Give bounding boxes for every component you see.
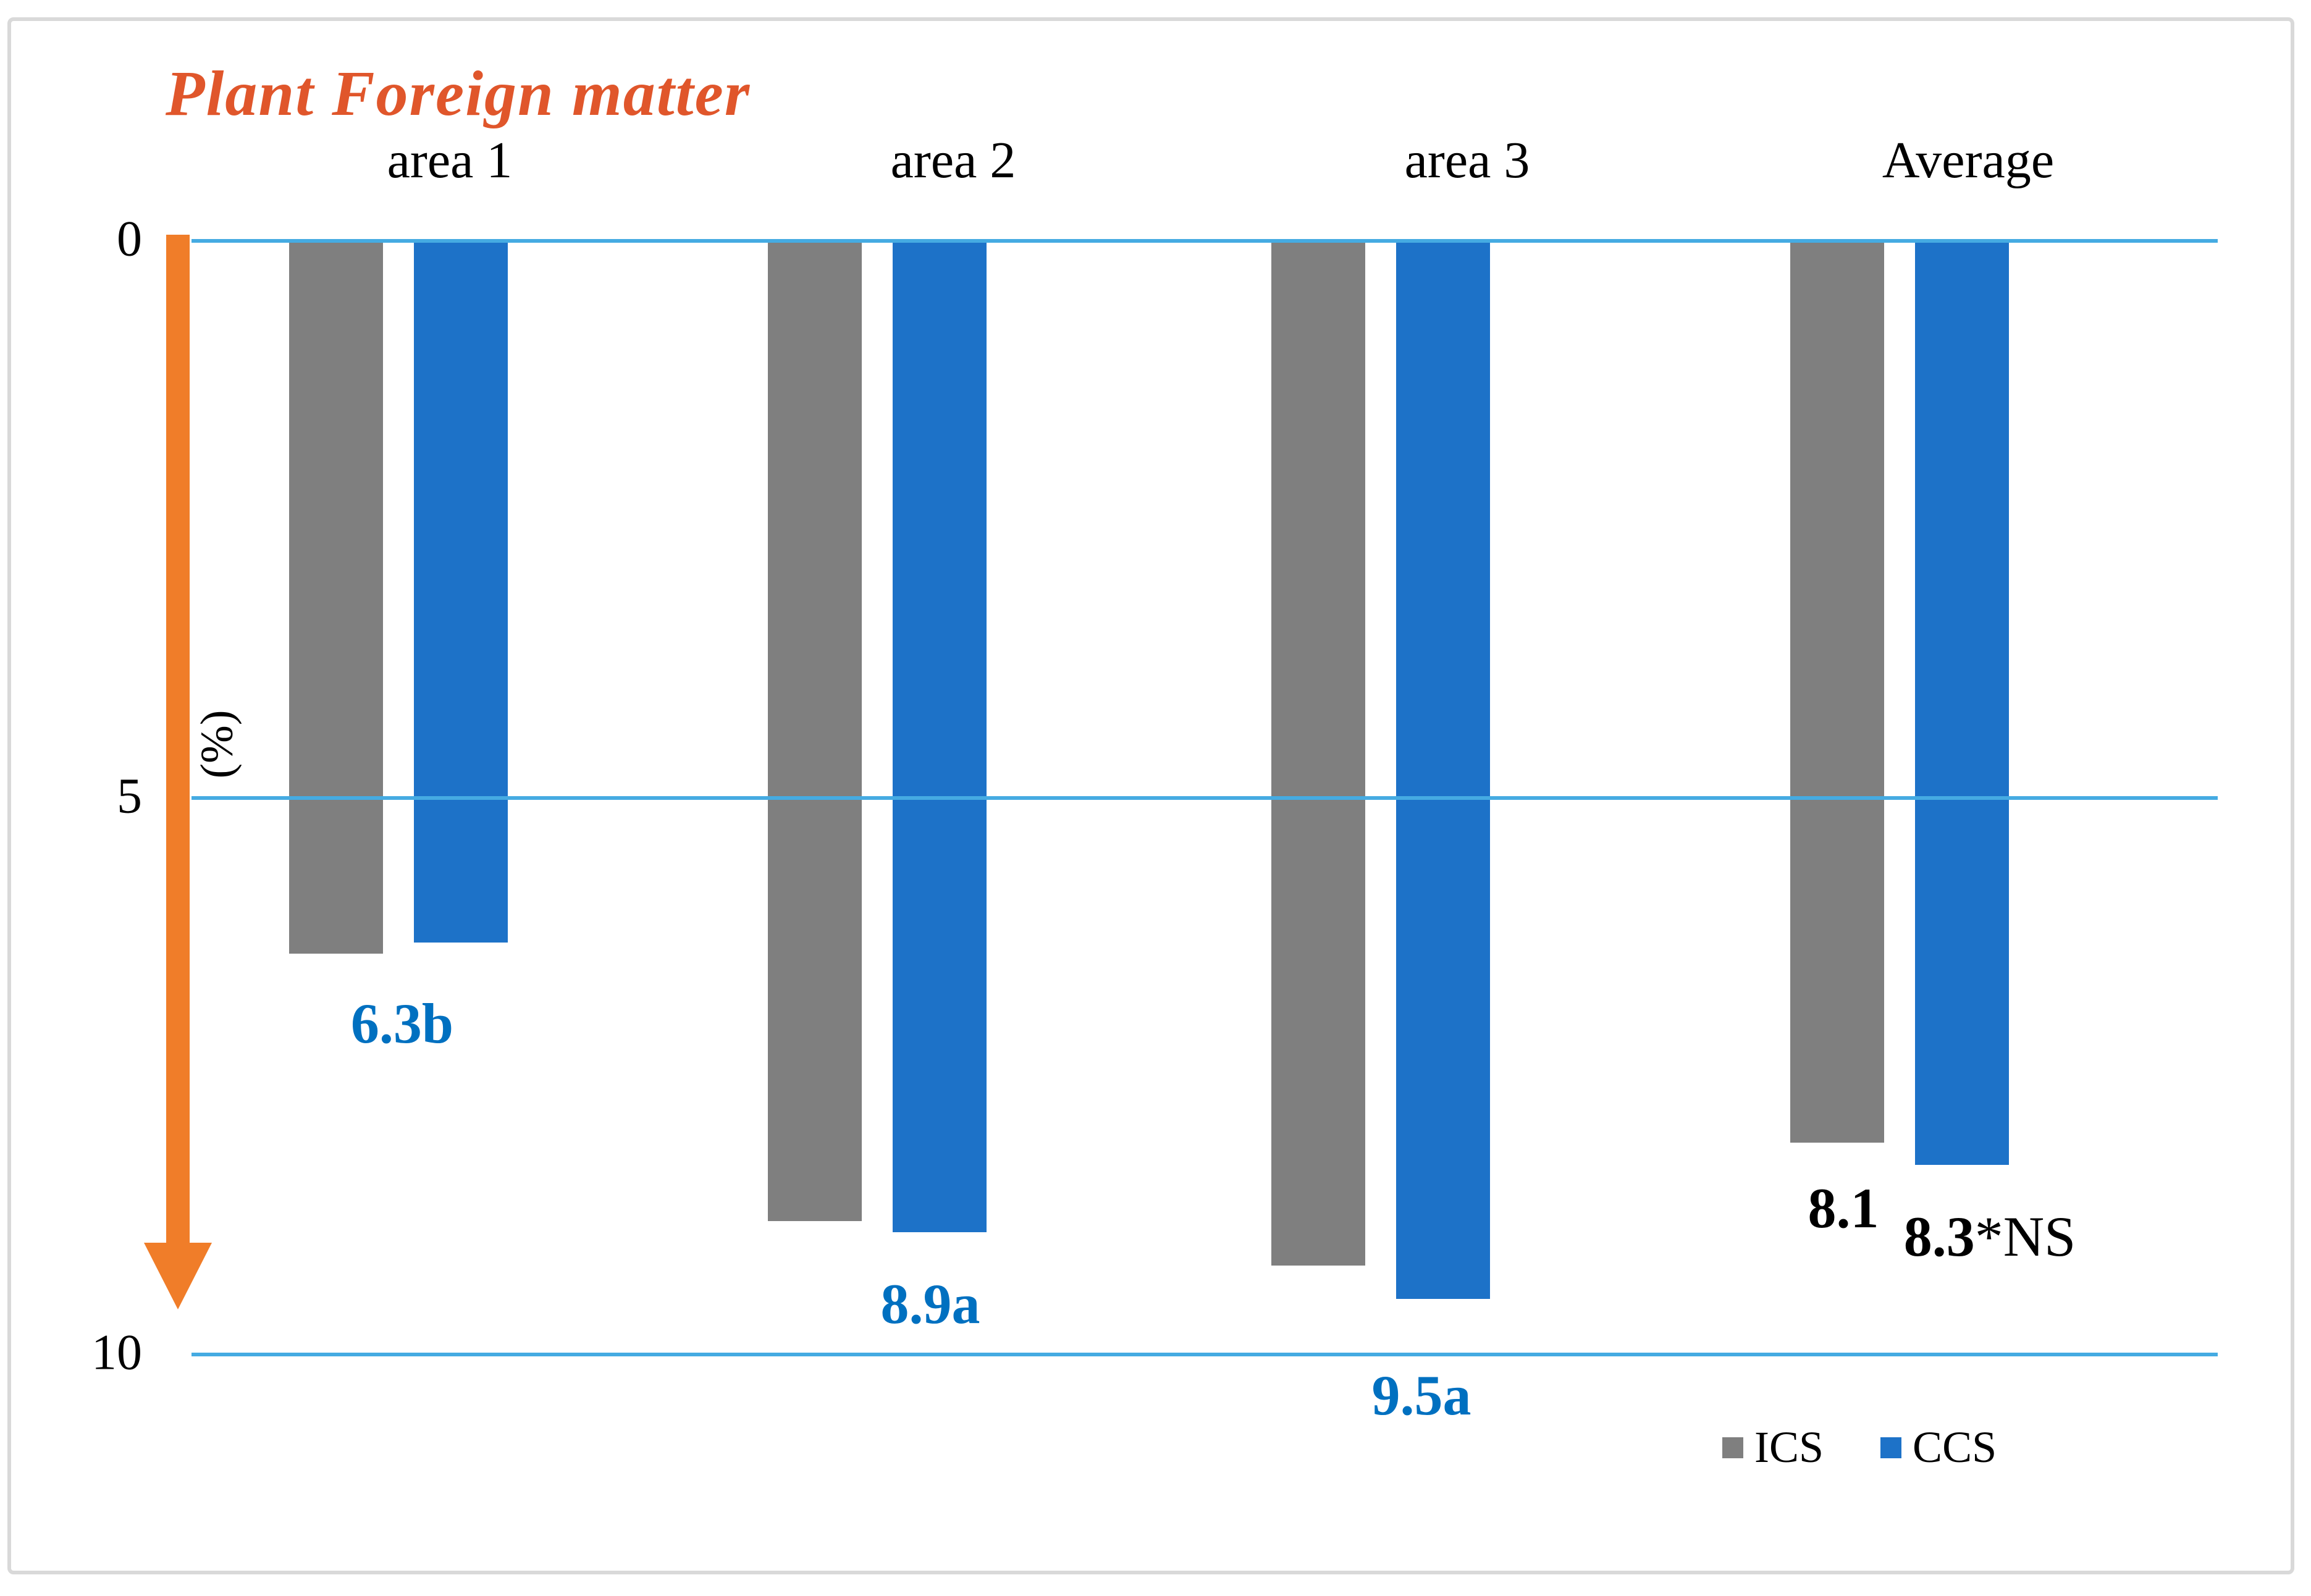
y-tick-label-0: 0 xyxy=(117,210,142,267)
value-label-text: 8.9a xyxy=(880,1272,980,1335)
value-label-ccs-area-3: 9.5a xyxy=(1372,1367,1471,1424)
bar-ics-area-3 xyxy=(1271,241,1365,1266)
y-axis-arrow-shaft xyxy=(166,235,190,1243)
value-label-ccs-average: 8.3*NS xyxy=(1904,1208,2076,1265)
value-label-text: 6.3b xyxy=(350,991,454,1055)
gridline-0 xyxy=(192,239,2218,243)
legend-item-ccs: CCS xyxy=(1880,1422,1997,1473)
value-label-suffix: *NS xyxy=(1974,1205,2076,1269)
legend-swatch-ics xyxy=(1722,1437,1743,1458)
y-tick-label-10: 10 xyxy=(91,1324,142,1380)
bar-ics-average xyxy=(1790,241,1884,1143)
value-label-ics-average: 8.1 xyxy=(1808,1180,1879,1237)
figure-frame xyxy=(7,17,2294,1574)
bar-ics-area-1 xyxy=(289,241,383,954)
category-label-area-2: area 2 xyxy=(890,132,1016,189)
bar-ccs-area-3 xyxy=(1396,241,1490,1299)
category-label-area-3: area 3 xyxy=(1404,132,1530,189)
legend-label-ccs: CCS xyxy=(1913,1422,1997,1472)
y-axis-arrow-head-icon xyxy=(144,1243,212,1309)
bar-ccs-area-2 xyxy=(893,241,987,1232)
bar-ccs-average xyxy=(1915,241,2009,1166)
y-axis-unit-label: (%) xyxy=(192,710,243,779)
gridline-5 xyxy=(192,796,2218,800)
legend-swatch-ccs xyxy=(1880,1437,1902,1458)
bar-ccs-area-1 xyxy=(414,241,508,943)
value-label-ccs-area-2: 8.9a xyxy=(881,1275,980,1332)
category-label-average: Average xyxy=(1882,132,2055,189)
category-label-area-1: area 1 xyxy=(387,132,513,189)
value-label-text: 8.1 xyxy=(1808,1177,1879,1240)
legend-item-ics: ICS xyxy=(1722,1422,1824,1473)
bar-ics-area-2 xyxy=(768,241,862,1221)
legend: ICS CCS xyxy=(1722,1422,2053,1473)
value-label-text: 8.3 xyxy=(1903,1205,1975,1269)
chart-title: Plant Foreign matter xyxy=(166,58,751,129)
legend-label-ics: ICS xyxy=(1754,1422,1824,1472)
value-label-ccs-area-1: 6.3b xyxy=(351,995,453,1052)
gridline-10 xyxy=(192,1353,2218,1356)
value-label-text: 9.5a xyxy=(1371,1363,1471,1427)
y-tick-label-5: 5 xyxy=(117,767,142,824)
